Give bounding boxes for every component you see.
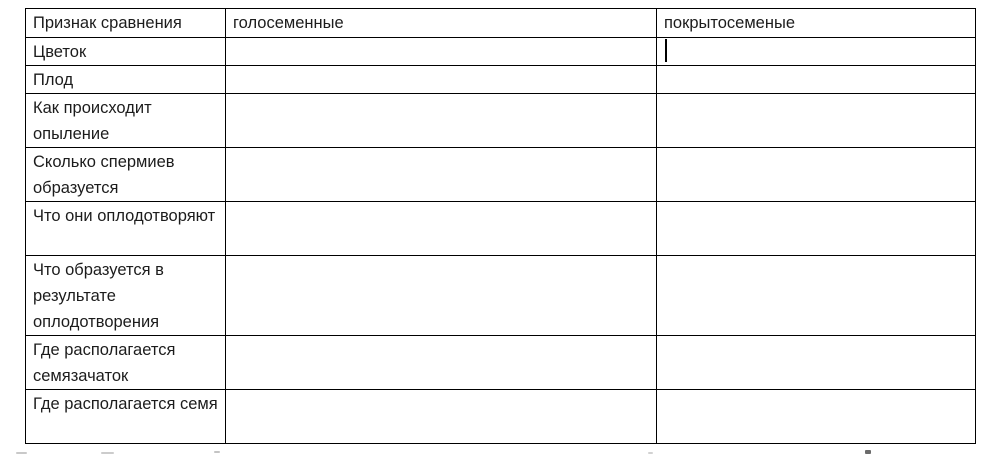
table-row: Где располагается семя	[25, 389, 976, 444]
header-cell-gymnosperms[interactable]: голосеменные	[225, 8, 657, 38]
text-cursor	[665, 39, 667, 62]
header-cell-criterion[interactable]: Признак сравнения	[25, 8, 226, 38]
row-label-cell[interactable]: Цветок	[25, 37, 226, 66]
cell-gymnosperms[interactable]	[225, 255, 657, 336]
cell-angiosperms[interactable]	[656, 93, 976, 148]
row-label-cell[interactable]: Что они оплодотворяют	[25, 201, 226, 256]
table-row: Как происходит опыление	[25, 93, 976, 148]
table-header-row: Признак сравнения голосеменные покрытосе…	[25, 8, 976, 38]
cell-gymnosperms[interactable]	[225, 201, 657, 256]
comparison-table: Признак сравнения голосеменные покрытосе…	[25, 8, 976, 444]
header-cell-angiosperms[interactable]: покрытосеменые	[656, 8, 976, 38]
row-label-cell[interactable]: Где располагается семязачаток	[25, 335, 226, 390]
cell-gymnosperms[interactable]	[225, 147, 657, 202]
table-body: Цветок Плод Как происходит опыление Сколько…	[25, 37, 976, 444]
cropped-text-remnant	[648, 452, 653, 454]
cropped-text-remnant	[865, 450, 871, 454]
cell-angiosperms[interactable]	[656, 335, 976, 390]
table-row: Где располагается семязачаток	[25, 335, 976, 390]
cropped-text-remnant	[214, 451, 220, 453]
row-label-cell[interactable]: Где располагается семя	[25, 389, 226, 444]
table-row: Сколько спермиев образуется	[25, 147, 976, 202]
cell-angiosperms[interactable]	[656, 65, 976, 94]
cell-gymnosperms[interactable]	[225, 93, 657, 148]
cell-gymnosperms[interactable]	[225, 37, 657, 66]
row-label-cell[interactable]: Сколько спермиев образуется	[25, 147, 226, 202]
cell-angiosperms[interactable]	[656, 389, 976, 444]
cell-angiosperms[interactable]	[656, 255, 976, 336]
table-row: Цветок	[25, 37, 976, 66]
table-row: Что образуется в результате оплодотворен…	[25, 255, 976, 336]
cell-angiosperms[interactable]	[656, 147, 976, 202]
cell-gymnosperms[interactable]	[225, 65, 657, 94]
table-row: Что они оплодотворяют	[25, 201, 976, 256]
cell-angiosperms[interactable]	[656, 37, 976, 66]
cropped-text-remnant	[16, 452, 27, 454]
row-label-cell[interactable]: Что образуется в результате оплодотворен…	[25, 255, 226, 336]
table-row: Плод	[25, 65, 976, 94]
row-label-cell[interactable]: Плод	[25, 65, 226, 94]
cell-gymnosperms[interactable]	[225, 335, 657, 390]
cropped-text-remnant	[101, 452, 114, 454]
cell-gymnosperms[interactable]	[225, 389, 657, 444]
cell-angiosperms[interactable]	[656, 201, 976, 256]
row-label-cell[interactable]: Как происходит опыление	[25, 93, 226, 148]
